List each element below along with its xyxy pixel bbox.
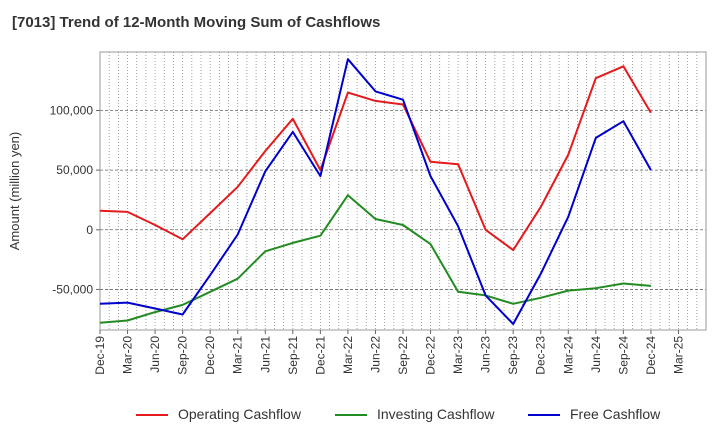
legend-label-free-cashflow: Free Cashflow [570, 406, 661, 422]
x-tick-label: Dec-22 [424, 336, 438, 375]
x-tick-label: Dec-23 [534, 336, 548, 375]
legend-label-operating-cashflow: Operating Cashflow [178, 406, 301, 422]
x-tick-label: Jun-22 [368, 336, 382, 373]
x-tick-label: Mar-21 [231, 336, 245, 374]
x-tick-label: Mar-25 [671, 336, 685, 374]
legend-swatch-free-cashflow [528, 414, 560, 416]
x-tick-label: Jun-23 [479, 336, 493, 373]
y-axis-label: Amount (million yen) [7, 132, 22, 251]
legend-label-investing-cashflow: Investing Cashflow [377, 406, 495, 422]
label-layer: -50,000 0 50,000 100,000 Dec-19 Mar-20 Jun-20 S… [7, 103, 685, 374]
x-tick-label: Mar-20 [121, 336, 135, 374]
legend-swatch-operating-cashflow [136, 414, 168, 416]
x-tick-label: Sep-20 [176, 336, 190, 375]
legend-swatch-investing-cashflow [335, 414, 367, 416]
series-line-operating-cashflow [99, 65, 652, 252]
x-tick-label: Jun-21 [258, 336, 272, 373]
x-tick-label: Dec-24 [644, 336, 658, 375]
axis-layer [96, 51, 707, 334]
x-tick-label: Dec-20 [203, 336, 217, 375]
x-tick-label: Jun-20 [148, 336, 162, 373]
chart-title: [7013] Trend of 12-Month Moving Sum of C… [12, 14, 381, 31]
series-line-free-cashflow [99, 58, 652, 325]
x-tick-label: Sep-22 [396, 336, 410, 375]
legend: Operating Cashflow Investing Cashflow Fr… [0, 404, 720, 426]
x-tick-label: Dec-19 [93, 336, 107, 375]
series-layer [99, 58, 652, 325]
x-tick-label: Dec-21 [313, 336, 327, 375]
y-tick-label: -50,000 [52, 282, 93, 296]
x-tick-label: Jun-24 [589, 336, 603, 373]
x-tick-label: Mar-24 [561, 336, 575, 374]
x-tick-label: Sep-24 [616, 336, 630, 375]
y-tick-label: 50,000 [56, 163, 93, 177]
x-tick-label: Mar-23 [451, 336, 465, 374]
grid-layer [100, 52, 706, 330]
x-tick-label: Sep-21 [286, 336, 300, 375]
y-tick-label: 100,000 [50, 103, 94, 117]
x-tick-label: Sep-23 [506, 336, 520, 375]
y-tick-label: 0 [86, 223, 93, 237]
x-tick-label: Mar-22 [341, 336, 355, 374]
